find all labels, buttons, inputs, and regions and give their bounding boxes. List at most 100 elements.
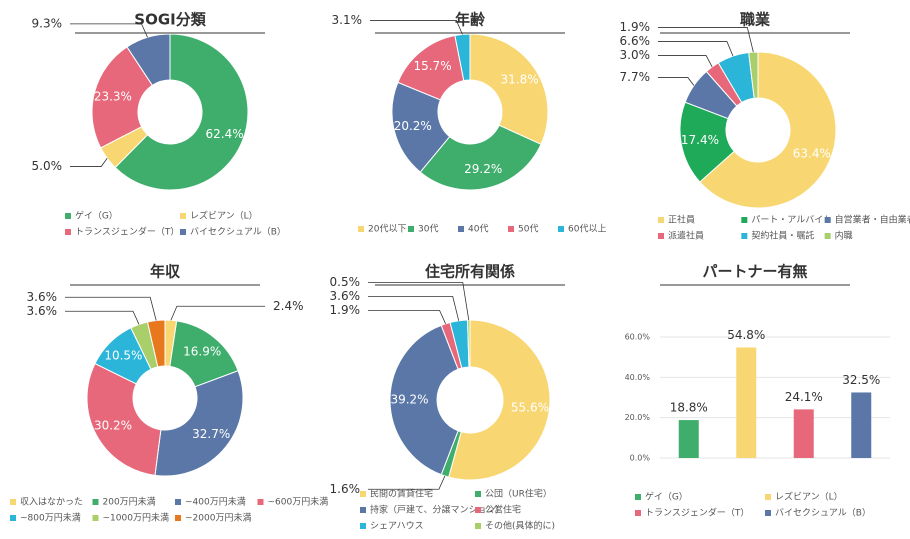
legend-swatch [475, 507, 481, 513]
legend-swatch [458, 226, 464, 232]
data-label: 6.6% [620, 34, 651, 48]
data-label: 29.2% [464, 162, 502, 176]
chart-title: SOGI分類 [134, 11, 206, 29]
leader-line [368, 282, 470, 321]
y-tick-label: 40.0% [625, 373, 651, 382]
data-label: 15.7% [413, 59, 451, 73]
legend-label: ~1000万円未満 [103, 512, 169, 524]
legend-label: レズビアン（L） [190, 210, 258, 222]
legend-label: ~400万円未満 [185, 496, 246, 508]
legend-label: ゲイ（G） [75, 210, 118, 222]
slice [748, 51, 759, 99]
legend-label: 民間の賃貸住宅 [370, 488, 433, 500]
slice [448, 319, 551, 481]
slice [86, 362, 162, 476]
legend-swatch [92, 499, 99, 505]
legend-swatch [10, 515, 16, 521]
slice [391, 81, 451, 173]
slice [469, 33, 549, 145]
legend-label: シェアハウス [370, 521, 424, 532]
data-label: 63.4% [793, 147, 831, 161]
bar [678, 420, 699, 458]
legend-label: 内職 [835, 230, 853, 242]
legend-swatch [175, 515, 181, 521]
legend-swatch [408, 226, 414, 232]
slice [389, 324, 459, 476]
slice [146, 319, 166, 368]
data-label: 9.3% [32, 16, 63, 30]
legend-label: 契約社員・嘱託 [751, 230, 814, 242]
legend-swatch [475, 491, 481, 497]
legend-swatch [765, 510, 771, 516]
data-label: 20.2% [394, 119, 432, 133]
legend-swatch [635, 494, 641, 500]
legend-label: 60代以上 [568, 224, 606, 235]
data-label: 1.9% [330, 303, 361, 317]
legend-swatch [175, 499, 181, 505]
legend-label: 50代 [518, 224, 538, 235]
leader-line [70, 158, 108, 167]
y-tick-label: 60.0% [625, 333, 651, 342]
legend-swatch [658, 217, 664, 223]
legend-label: 30代 [418, 224, 438, 235]
chart-title: 年収 [150, 263, 181, 281]
leader-line [370, 20, 463, 35]
data-label: 32.7% [192, 427, 230, 441]
legend-swatch [65, 229, 71, 235]
legend-swatch [765, 494, 771, 500]
legend-label: ゲイ（G） [645, 491, 688, 503]
data-label: 3.0% [620, 48, 651, 62]
legend-label: バイセクシュアル（B） [190, 227, 286, 238]
legend-swatch [824, 233, 831, 239]
data-label: 5.0% [32, 159, 63, 173]
slice [154, 370, 244, 477]
data-label: 39.2% [390, 393, 428, 407]
legend-swatch [508, 226, 514, 232]
leader-line [658, 55, 713, 68]
legend-swatch [257, 499, 264, 505]
data-label: 1.6% [330, 482, 361, 496]
leader-line [170, 305, 265, 321]
legend-label: 20代以下 [368, 224, 406, 235]
leader-line [65, 310, 140, 325]
slice [126, 33, 171, 87]
legend-label: 自営業者・自由業者 [835, 214, 910, 226]
legend-swatch [360, 507, 366, 513]
legend-label: パート・アルバイト [751, 215, 832, 226]
legend-label: ~600万円未満 [268, 496, 329, 508]
y-tick-label: 20.0% [625, 413, 651, 422]
data-label: 16.9% [183, 345, 221, 359]
data-label: 31.8% [501, 73, 539, 87]
leader-line [658, 77, 695, 86]
slice [467, 319, 471, 368]
data-label: 24.1% [785, 390, 823, 404]
data-label: 3.1% [332, 13, 363, 27]
chart-title: 年齢 [455, 11, 486, 29]
chart-title: 住宅所有関係 [425, 263, 515, 281]
leader-line [658, 27, 754, 53]
data-label: 30.2% [94, 418, 132, 432]
leader-line [368, 310, 446, 324]
legend-swatch [360, 491, 366, 497]
legend-label: 派遣社員 [668, 230, 704, 242]
data-label: 3.6% [27, 304, 58, 318]
legend-swatch [741, 217, 748, 223]
data-label: 23.3% [94, 90, 132, 104]
slice [91, 46, 154, 149]
data-label: 55.6% [511, 401, 549, 415]
legend-label: トランスジェンダー（T） [75, 226, 179, 238]
legend-label: その他(具体的に) [485, 520, 555, 532]
data-label: 18.8% [670, 401, 708, 415]
chart-title: パートナー有無 [702, 263, 807, 281]
legend-label: 200万円未満 [103, 496, 156, 508]
leader-line [658, 41, 734, 57]
leader-line [368, 475, 446, 490]
leader-line [70, 23, 148, 38]
legend-swatch [10, 499, 16, 505]
legend-swatch [824, 217, 831, 223]
legend-swatch [741, 233, 748, 239]
chart-title: 職業 [740, 11, 771, 29]
legend-swatch [358, 226, 364, 232]
legend-swatch [475, 523, 481, 529]
